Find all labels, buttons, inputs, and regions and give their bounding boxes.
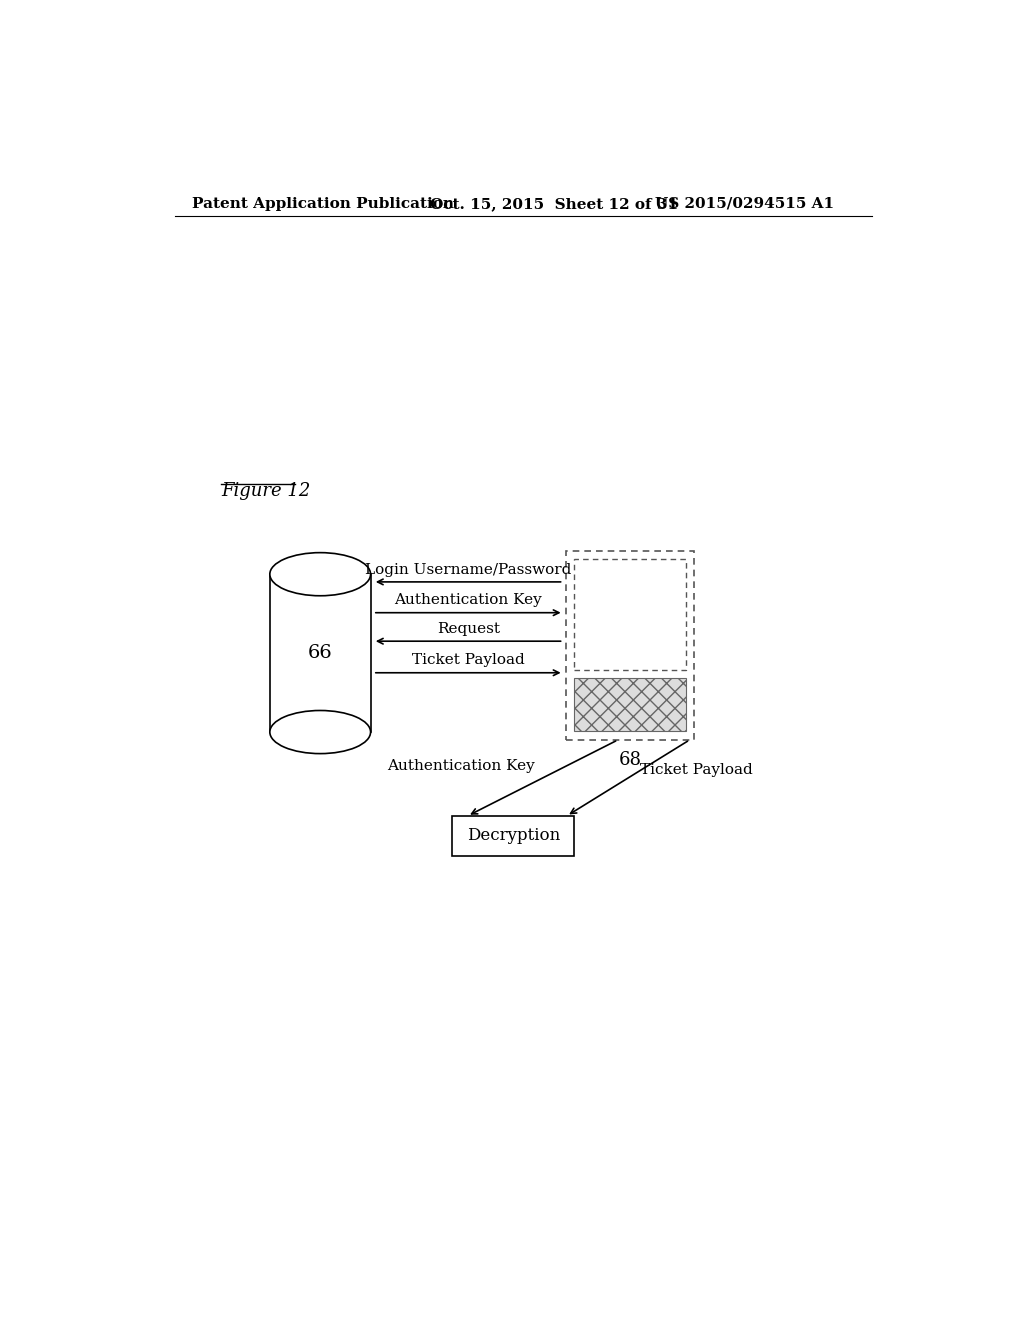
Text: 68: 68 <box>618 751 641 770</box>
Text: Patent Application Publication: Patent Application Publication <box>191 197 454 211</box>
FancyBboxPatch shape <box>566 552 693 739</box>
Text: US 2015/0294515 A1: US 2015/0294515 A1 <box>655 197 835 211</box>
Text: Oct. 15, 2015  Sheet 12 of 31: Oct. 15, 2015 Sheet 12 of 31 <box>430 197 678 211</box>
Text: Ticket Payload: Ticket Payload <box>412 653 524 668</box>
Text: 66: 66 <box>308 644 333 663</box>
Ellipse shape <box>270 553 371 595</box>
Bar <box>270 574 371 733</box>
Text: Login Username/Password: Login Username/Password <box>365 562 571 577</box>
Text: Authentication Key: Authentication Key <box>387 759 536 774</box>
Text: Ticket Payload: Ticket Payload <box>640 763 753 777</box>
FancyBboxPatch shape <box>573 678 686 730</box>
Ellipse shape <box>270 710 371 754</box>
FancyBboxPatch shape <box>573 558 686 671</box>
FancyBboxPatch shape <box>452 816 574 857</box>
Text: Decryption: Decryption <box>467 828 560 845</box>
Text: Request: Request <box>436 622 500 636</box>
Text: Authentication Key: Authentication Key <box>394 593 542 607</box>
Text: Figure 12: Figure 12 <box>221 482 310 500</box>
